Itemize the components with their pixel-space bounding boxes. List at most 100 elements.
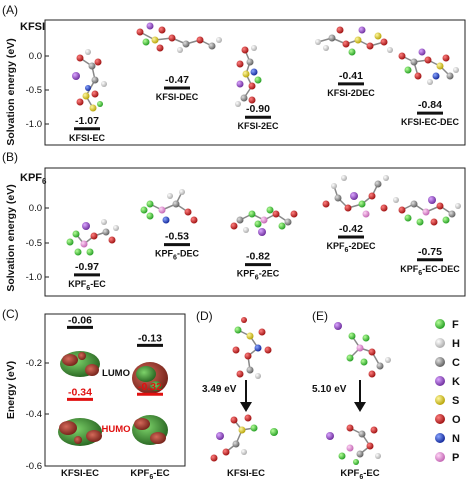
molecule-kpf6-dec (140, 189, 198, 224)
panel_b-label-post-4: -EC-DEC (422, 264, 460, 274)
molecule-d-bottom (210, 414, 278, 462)
panel_b-label-sub-1: 6 (173, 255, 177, 262)
homo-label: HUMO (101, 424, 130, 435)
legend-swatch-f (435, 319, 445, 329)
legend-label-n: N (452, 433, 460, 445)
panel_b-label-sub-0: 6 (86, 285, 90, 292)
molecule-e-top (334, 322, 391, 378)
panel-c-levels: -0.06 -0.34 -0.13 -0.32 (67, 314, 163, 401)
panel_b-level-value-3: -0.42 (339, 223, 363, 235)
legend-label-p: P (452, 452, 459, 464)
panel_b-label-post-2: -2EC (259, 269, 280, 279)
panel-b-tick-2: -1.0 (26, 272, 42, 283)
panel-e-label: KPF6-EC (340, 468, 379, 481)
molecule-kpf6-2ec (230, 206, 298, 236)
panel_b-level-value-4: -0.75 (418, 246, 442, 258)
panel_b-level-value-1: -0.53 (165, 231, 189, 243)
panel-e-label-pre: KPF (340, 468, 359, 479)
molecule-kpf6-2dec (322, 175, 389, 218)
panel-d-label: KFSI-EC (227, 468, 265, 479)
panel_b-label-pre-0: KPF (68, 279, 87, 289)
panel-b-name-main: KPF (20, 172, 42, 184)
panel_a-level-value-3: -0.41 (339, 70, 363, 82)
panel-d: (D) 3.49 eV KFSI-EC (196, 309, 278, 479)
panel-a-tag: (A) (2, 3, 18, 17)
panel-a-tick-1: -0.5 (26, 85, 42, 96)
panel-a-tick-2: -1.0 (26, 119, 42, 130)
panel-c: (C) Energy (eV) -0.2 -0.4 -0.6 (2, 307, 186, 481)
panel-c-kpf6-homo-value: -0.32 (138, 381, 162, 393)
panel_a-level-label-4: KFSI-EC-DEC (401, 117, 459, 127)
legend-swatch-s (435, 395, 445, 405)
panel_a-level-label-2: KFSI-2EC (237, 121, 279, 131)
panel-b-tick-0: 0.0 (29, 203, 42, 214)
panel_b-level-label-2: KPF6-2EC (237, 269, 280, 282)
legend-swatch-c (435, 357, 445, 367)
panel_b-label-post-0: -EC (90, 279, 106, 289)
legend-label-k: K (452, 376, 460, 388)
legend-swatch-p (435, 452, 445, 462)
panel_b-label-pre-1: KPF (155, 249, 174, 259)
panel_b-level-value-0: -0.97 (75, 261, 99, 273)
panel-c-ylabel: Energy (eV) (5, 361, 17, 419)
panel-b-axis: 0.0 -0.5 -1.0 (26, 203, 49, 283)
orbital-kfsi-lumo (60, 351, 100, 377)
panel-b-tag: (B) (2, 150, 18, 164)
panel-a-frame (44, 19, 466, 146)
legend-swatch-n (435, 433, 445, 443)
molecule-kfsi-2dec (315, 26, 393, 56)
panel-c-tag: (C) (2, 307, 19, 321)
panel_b-level-value-2: -0.82 (246, 251, 270, 263)
panel-c-axis: -0.2 -0.4 -0.6 (26, 358, 49, 472)
panel-c-tick-1: -0.4 (26, 409, 42, 420)
panel-e-energy: 5.10 eV (312, 384, 347, 395)
legend-swatch-h (435, 338, 445, 348)
panel-a-tick-0: 0.0 (29, 51, 42, 62)
panel-b-frame (44, 167, 466, 297)
lumo-label: LUMO (102, 368, 130, 379)
panel-a-name: KFSI (20, 21, 45, 33)
molecule-kfsi-dec (136, 22, 222, 53)
panel-c-tick-2: -0.6 (26, 461, 42, 472)
panel_a-level-value-0: -1.07 (75, 115, 99, 127)
panel-c-kpf6-pre: KPF (130, 468, 149, 479)
molecule-d-top (232, 317, 272, 379)
panel_b-label-pre-2: KPF (237, 269, 256, 279)
panel-d-tag: (D) (196, 309, 213, 323)
molecule-e-bottom (326, 424, 381, 465)
panel_b-label-post-3: -2DEC (348, 241, 376, 251)
panel-c-kpf6-post: -EC (153, 468, 170, 479)
panel-c-kpf6-label: KPF6-EC (130, 468, 169, 481)
panel-a-axis: 0.0 -0.5 -1.0 (26, 51, 49, 130)
molecule-kfsi-2ec (235, 45, 262, 107)
panel_a-level-label-3: KFSI-2DEC (327, 88, 375, 98)
panel_a-level-value-4: -0.84 (418, 99, 442, 111)
panel-b: (B) KPF6 Solvation energy (eV) 0.0 -0.5 … (2, 150, 466, 297)
legend-label-c: C (452, 357, 460, 369)
legend-label-o: O (452, 414, 461, 426)
panel_a-level-value-1: -0.47 (165, 74, 189, 86)
panel-c-kpf6-lumo-value: -0.13 (138, 332, 162, 344)
panel-c-tick-0: -0.2 (26, 358, 42, 369)
panel-e-label-sub: 6 (359, 474, 363, 481)
molecule-kpf6-ec (66, 219, 119, 256)
panel-c-kpf6-sub: 6 (149, 474, 153, 481)
legend-label-f: F (452, 319, 459, 331)
panel-b-tick-1: -0.5 (26, 238, 42, 249)
panel_b-level-label-4: KPF6-EC-DEC (400, 264, 460, 277)
panel-e-label-post: -EC (363, 468, 380, 479)
panel-c-kfsi-lumo-value: -0.06 (68, 314, 92, 326)
panel_a-level-label-1: KFSI-DEC (156, 92, 199, 102)
panel-e-tag: (E) (312, 309, 328, 323)
panel_b-label-sub-4: 6 (418, 270, 422, 277)
panel_b-label-pre-4: KPF (400, 264, 419, 274)
orbital-kfsi-homo (58, 418, 102, 446)
panel-a-ylabel: Solvation energy (eV) (5, 38, 17, 145)
molecule-kfsi-ec (72, 49, 107, 112)
panel-c-kfsi-label: KFSI-EC (61, 468, 99, 479)
orbital-kpf6-lumo (132, 362, 168, 394)
panel-c-kfsi-homo-value: -0.34 (68, 386, 92, 398)
